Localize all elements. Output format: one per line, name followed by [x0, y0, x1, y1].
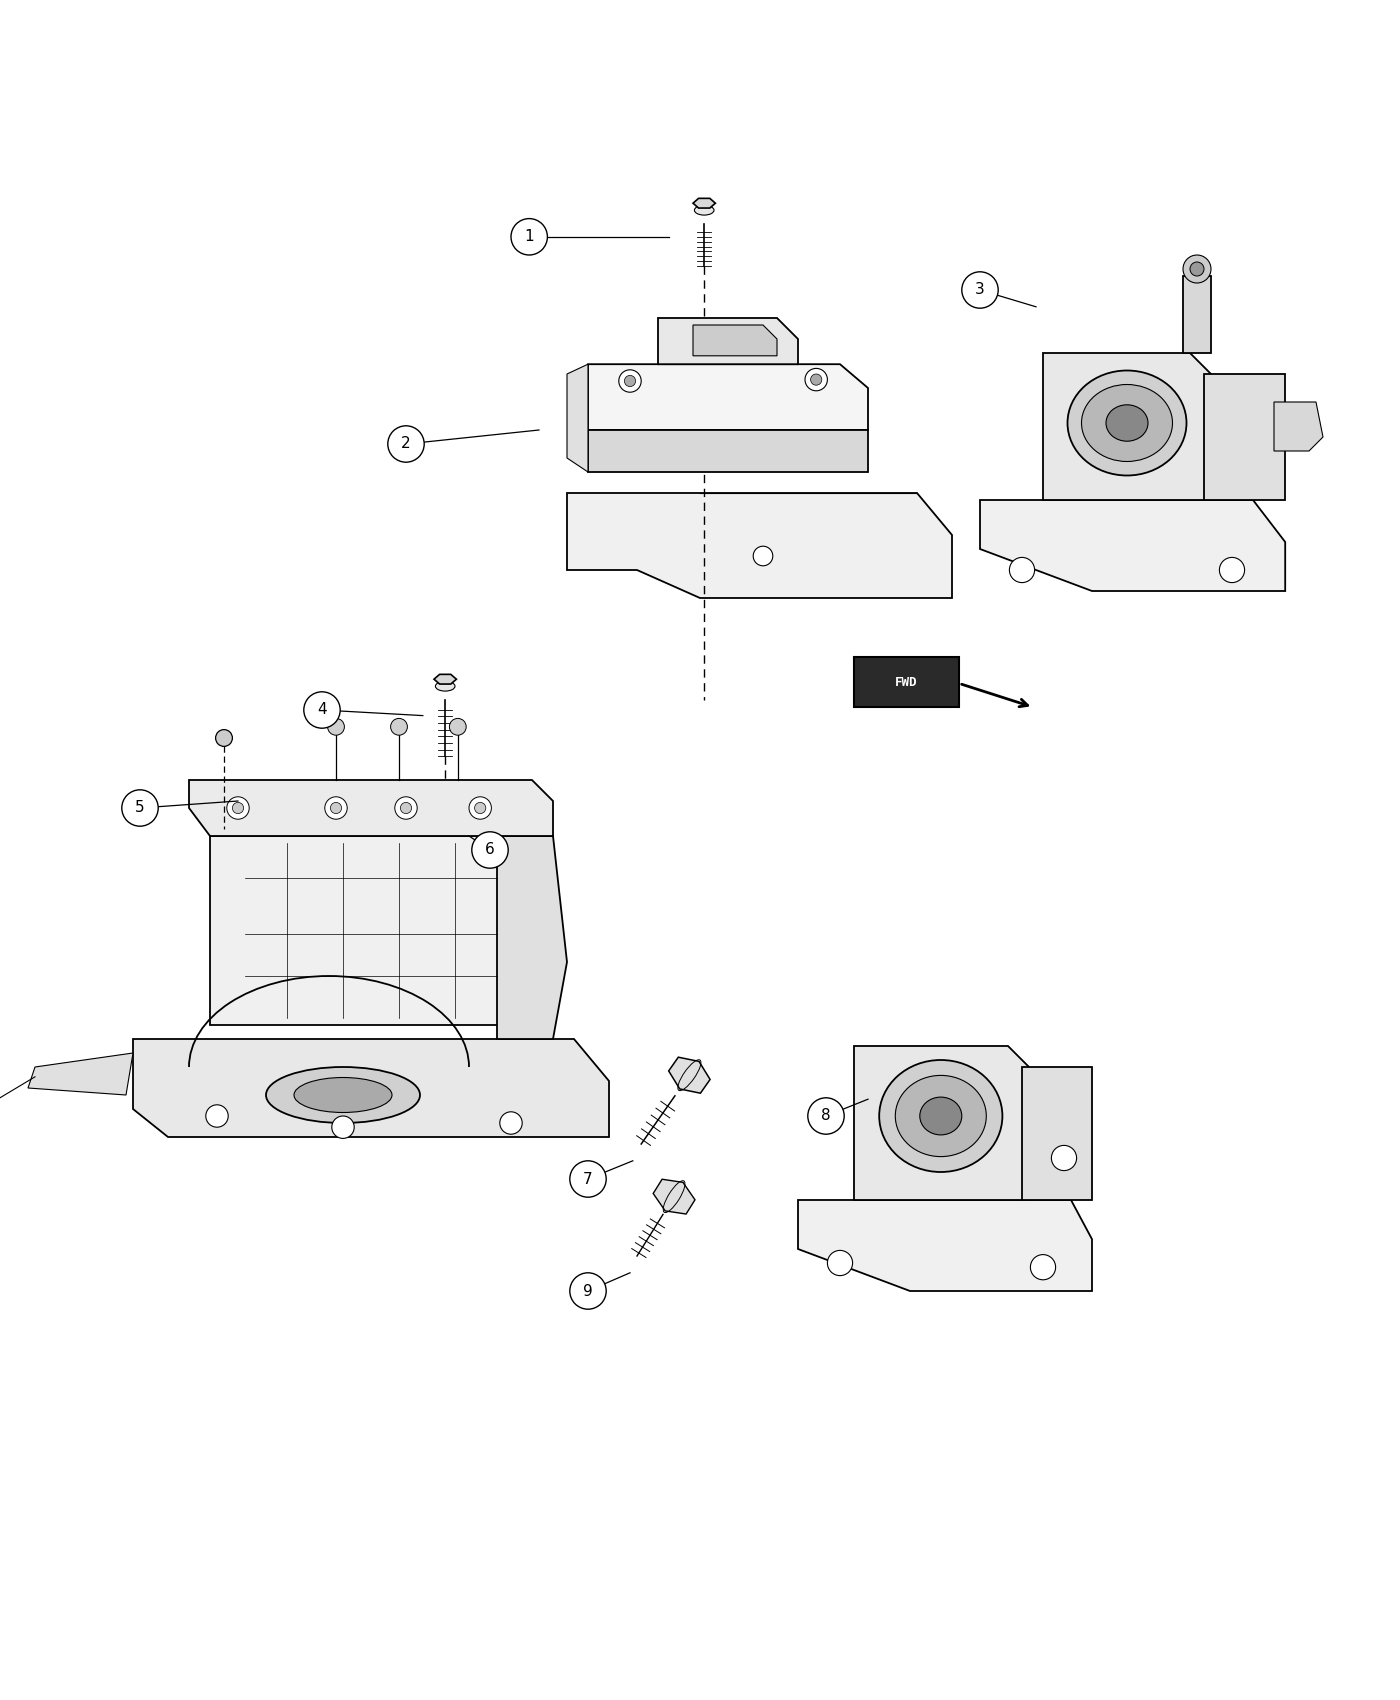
Circle shape — [570, 1273, 606, 1309]
Ellipse shape — [1081, 384, 1173, 461]
Polygon shape — [497, 836, 567, 1039]
Circle shape — [122, 790, 158, 826]
Polygon shape — [658, 318, 798, 364]
Circle shape — [206, 1105, 228, 1127]
Polygon shape — [210, 836, 532, 1025]
Circle shape — [619, 371, 641, 393]
Text: 6: 6 — [486, 843, 494, 857]
Circle shape — [400, 802, 412, 814]
Polygon shape — [567, 493, 952, 598]
Circle shape — [475, 802, 486, 814]
Text: 5: 5 — [136, 801, 144, 816]
Polygon shape — [434, 675, 456, 683]
Circle shape — [1030, 1255, 1056, 1280]
Circle shape — [962, 272, 998, 308]
Polygon shape — [980, 500, 1285, 592]
Circle shape — [811, 374, 822, 386]
Ellipse shape — [1067, 371, 1187, 476]
Polygon shape — [1022, 1068, 1092, 1200]
Circle shape — [805, 369, 827, 391]
Circle shape — [1051, 1146, 1077, 1171]
Circle shape — [624, 376, 636, 386]
Polygon shape — [693, 199, 715, 207]
Circle shape — [469, 797, 491, 819]
Circle shape — [1219, 558, 1245, 583]
Circle shape — [1190, 262, 1204, 275]
Polygon shape — [854, 1046, 1029, 1200]
Polygon shape — [1043, 354, 1211, 500]
Polygon shape — [588, 430, 868, 473]
Ellipse shape — [879, 1061, 1002, 1171]
Circle shape — [328, 719, 344, 734]
Text: FWD: FWD — [895, 675, 917, 688]
Text: 1: 1 — [525, 230, 533, 245]
Text: 2: 2 — [402, 437, 410, 452]
Ellipse shape — [294, 1078, 392, 1112]
Circle shape — [472, 831, 508, 869]
Circle shape — [304, 692, 340, 728]
Polygon shape — [588, 364, 868, 430]
Circle shape — [216, 729, 232, 746]
Text: 7: 7 — [584, 1171, 592, 1187]
Circle shape — [511, 219, 547, 255]
Circle shape — [449, 719, 466, 734]
Text: 4: 4 — [318, 702, 326, 717]
Circle shape — [227, 797, 249, 819]
Polygon shape — [798, 1200, 1092, 1290]
Polygon shape — [189, 780, 553, 836]
Circle shape — [808, 1098, 844, 1134]
Circle shape — [330, 802, 342, 814]
Ellipse shape — [896, 1076, 986, 1156]
Circle shape — [1183, 255, 1211, 282]
Ellipse shape — [694, 206, 714, 216]
Ellipse shape — [435, 682, 455, 692]
Ellipse shape — [920, 1096, 962, 1136]
Polygon shape — [1274, 401, 1323, 451]
Circle shape — [395, 797, 417, 819]
Circle shape — [325, 797, 347, 819]
Circle shape — [332, 1115, 354, 1139]
Polygon shape — [1204, 374, 1285, 500]
Text: 8: 8 — [822, 1108, 830, 1124]
Circle shape — [753, 546, 773, 566]
FancyBboxPatch shape — [854, 656, 959, 707]
Polygon shape — [28, 1052, 133, 1095]
Polygon shape — [133, 1039, 609, 1137]
Ellipse shape — [266, 1068, 420, 1124]
Text: 9: 9 — [584, 1284, 592, 1299]
Polygon shape — [654, 1180, 694, 1214]
Circle shape — [827, 1251, 853, 1275]
Circle shape — [391, 719, 407, 734]
Ellipse shape — [1106, 405, 1148, 442]
Circle shape — [500, 1112, 522, 1134]
Circle shape — [388, 425, 424, 462]
Text: 3: 3 — [976, 282, 984, 297]
Circle shape — [570, 1161, 606, 1197]
Polygon shape — [693, 325, 777, 355]
Polygon shape — [1183, 275, 1211, 354]
Polygon shape — [567, 364, 588, 473]
Circle shape — [1009, 558, 1035, 583]
Polygon shape — [669, 1057, 710, 1093]
Circle shape — [232, 802, 244, 814]
